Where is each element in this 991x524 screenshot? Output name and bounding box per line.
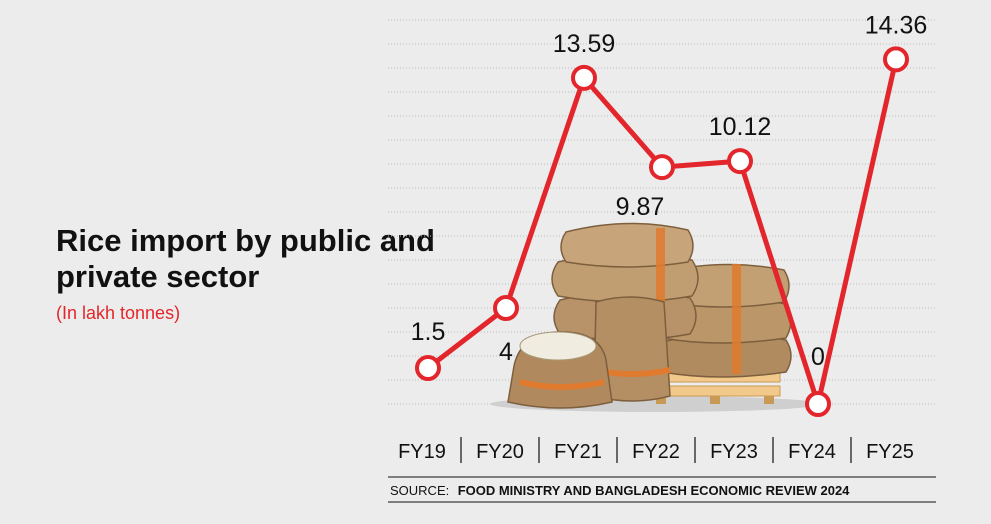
tick-label-fy24: FY24 [788, 441, 836, 463]
data-point-fy24 [805, 391, 831, 417]
tick-label-fy23: FY23 [710, 441, 758, 463]
tick-label-fy22: FY22 [632, 441, 680, 463]
source-body: FOOD MINISTRY AND BANGLADESH ECONOMIC RE… [458, 483, 850, 498]
source-prefix: SOURCE: [390, 483, 449, 498]
data-label-fy19: 1.5 [411, 318, 446, 346]
data-label-fy20: 4 [499, 338, 513, 366]
title-block: Rice import by public and private sector… [56, 223, 435, 323]
source-text: SOURCE: FOOD MINISTRY AND BANGLADESH ECO… [390, 482, 850, 499]
rice-sacks-illustration [490, 222, 820, 412]
source-note: SOURCE: FOOD MINISTRY AND BANGLADESH ECO… [388, 476, 936, 503]
data-label-fy21: 13.59 [553, 30, 616, 58]
data-point-fy23 [727, 148, 753, 175]
data-point-fy21 [571, 64, 597, 91]
x-axis-ticks: FY19 FY20 FY21 FY22 FY23 FY24 FY25 [398, 437, 914, 463]
data-point-fy25 [883, 46, 909, 73]
data-label-fy24: 0 [811, 343, 825, 371]
data-label-fy25: 14.36 [865, 11, 928, 39]
tick-label-fy25: FY25 [866, 441, 914, 463]
data-label-fy22: 9.87 [616, 193, 665, 221]
chart-subtitle: (In lakh tonnes) [56, 303, 180, 323]
chart-title-line-2: private sector [56, 259, 259, 294]
series-markers [415, 46, 909, 417]
sack-open-with-rice [507, 331, 613, 409]
tick-label-fy20: FY20 [476, 441, 524, 463]
data-labels: 1.5 4 13.59 9.87 10.12 0 14.36 [411, 11, 928, 371]
data-point-fy20 [493, 295, 519, 321]
data-point-fy22 [649, 154, 675, 181]
tick-label-fy21: FY21 [554, 441, 602, 463]
data-label-fy23: 10.12 [709, 113, 772, 141]
tick-label-fy19: FY19 [398, 441, 446, 463]
chart-title-line-1: Rice import by public and [56, 223, 435, 258]
data-point-fy19 [415, 355, 441, 381]
